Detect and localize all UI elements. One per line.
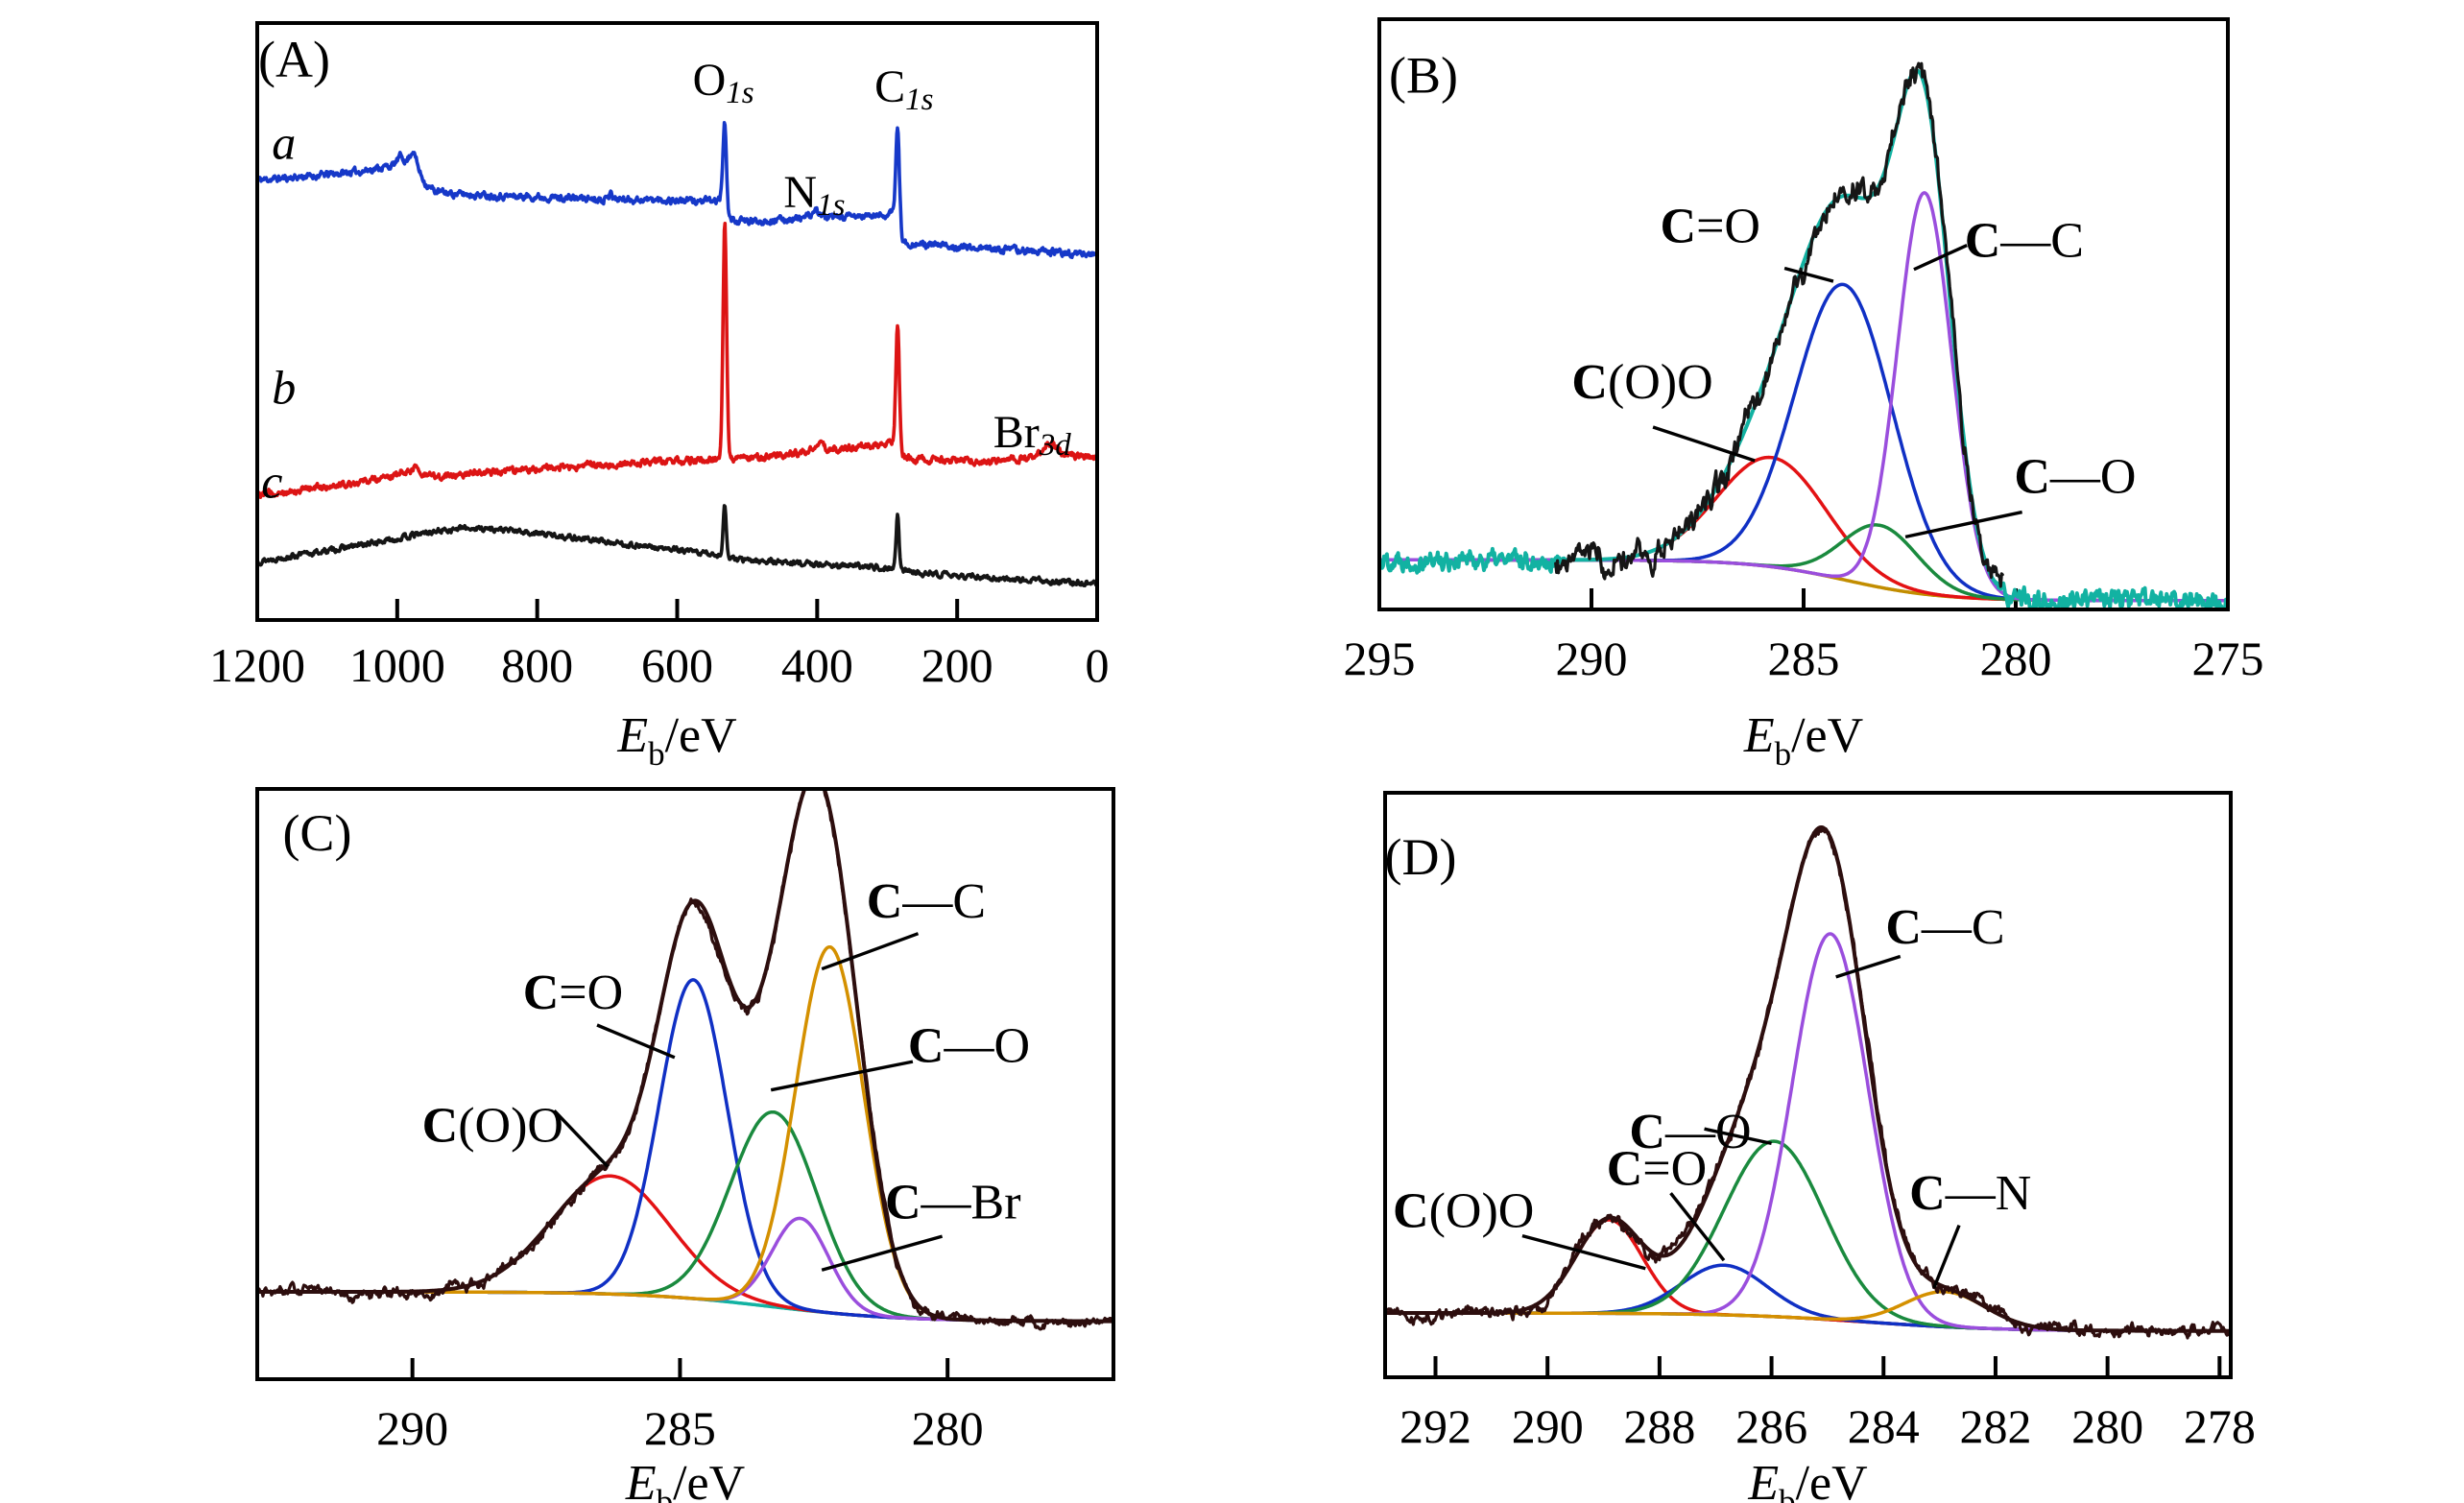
annotation-C—C: C—C — [867, 873, 986, 928]
component-C—C — [1387, 932, 2229, 1333]
element-peak-label: N1s — [783, 167, 845, 224]
leader-line — [1932, 1225, 1961, 1289]
tick-label: 278 — [2184, 1399, 2256, 1453]
annotation-C(O)O: C(O)O — [1571, 355, 1712, 410]
panel-letter-D: (D) — [1385, 828, 1457, 886]
survey-curve-a — [259, 121, 1095, 259]
leader-line — [1835, 954, 1902, 979]
tick-label: 295 — [1344, 632, 1416, 685]
x-axis-B: 295 290 285 280 275 — [1344, 588, 2264, 685]
curve-label-c: c — [261, 455, 282, 509]
tick-label: 280 — [912, 1401, 984, 1455]
element-peak-label: O1s — [693, 55, 754, 111]
x-axis-C: 290 285 280 — [376, 1358, 984, 1455]
x-axis-title: Eb/eV — [1747, 1456, 1867, 1503]
annotation-C(O)O: C(O)O — [422, 1098, 563, 1153]
annotation-C—C: C—C — [1965, 213, 2084, 268]
leader-line — [596, 1023, 676, 1060]
tick-label: 290 — [376, 1401, 448, 1455]
x-axis-A: 1200 1000 800 600 400 200 0 — [209, 599, 1110, 692]
raw-data — [1387, 826, 2229, 1340]
axes-frame-D — [1383, 791, 2233, 1379]
annotation-C(O)O: C(O)O — [1393, 1183, 1534, 1238]
panel-letter-C: (C) — [282, 804, 351, 862]
tick-label: 290 — [1556, 632, 1628, 685]
panel-letter-B: (B) — [1389, 46, 1458, 104]
tick-label: 275 — [2192, 632, 2264, 685]
tick-label: 288 — [1623, 1399, 1695, 1453]
tick-label: 292 — [1399, 1399, 1471, 1453]
axes-frame-C — [255, 787, 1115, 1381]
element-peak-label: C1s — [874, 60, 933, 117]
leader-line — [1913, 243, 1968, 272]
x-axis-title: Eb/eV — [616, 708, 736, 773]
leader-line — [1521, 1233, 1646, 1271]
leader-line — [553, 1109, 610, 1168]
leader-line — [1652, 425, 1756, 463]
component-C—C — [259, 944, 1112, 1324]
curves-D — [1387, 825, 2229, 1340]
leader-line — [821, 932, 920, 971]
leader-line — [770, 1060, 914, 1092]
annotation-C—Br: C—Br — [885, 1175, 1021, 1229]
annotation-C=O: C=O — [1661, 199, 1760, 253]
tick-label: 280 — [2071, 1399, 2143, 1453]
leader-line — [1783, 266, 1834, 283]
tick-label: 280 — [1980, 632, 2052, 685]
panel-D: 292 290 288 286 284 282 280 278 Eb/eV (D) C—C C—OC=… — [1383, 791, 2256, 1503]
tick-label: 282 — [1959, 1399, 2031, 1453]
tick-label: 285 — [1768, 632, 1840, 685]
curves-B — [1381, 61, 2226, 608]
curves-C — [259, 791, 1112, 1331]
tick-label: 285 — [644, 1401, 716, 1455]
annotation-C—O: C—O — [908, 1018, 1030, 1073]
raw-data — [259, 791, 1112, 1331]
tick-label: 0 — [1086, 638, 1110, 692]
tick-label: 284 — [1848, 1399, 1920, 1453]
curve-label-b: b — [272, 360, 296, 414]
curve-label-a: a — [272, 115, 296, 169]
annotation-C—C: C—C — [1885, 900, 2004, 955]
axes-frame-B — [1377, 17, 2230, 611]
fit-envelope — [1387, 825, 2229, 1333]
tick-label: 1000 — [349, 638, 445, 692]
annotation-C=O: C=O — [523, 966, 623, 1020]
tick-label: 286 — [1735, 1399, 1807, 1453]
raw-data — [1554, 61, 2004, 588]
tick-label: 1200 — [209, 638, 305, 692]
element-peak-label: Br3d — [993, 407, 1072, 464]
annotation-C—N: C—N — [1909, 1166, 2031, 1221]
annotation-C—O: C—O — [2014, 449, 2136, 504]
survey-curve-c — [259, 504, 1095, 587]
leader-line — [1704, 1127, 1772, 1146]
annotation-C—O: C—O — [1629, 1105, 1751, 1159]
survey-curve-b — [259, 222, 1095, 499]
tick-label: 290 — [1512, 1399, 1584, 1453]
leader-line — [1904, 510, 2022, 539]
x-axis-D: 292 290 288 286 284 282 280 278 — [1399, 1356, 2256, 1453]
axes-frame-A — [255, 21, 1099, 622]
tick-label: 400 — [781, 638, 853, 692]
panel-A: 1200 1000 800 600 400 200 0 Eb/eV (A) a bc O1s N1s C1… — [209, 21, 1110, 773]
leader-line — [821, 1234, 944, 1272]
annotation-C=O: C=O — [1607, 1141, 1707, 1196]
tick-label: 200 — [921, 638, 993, 692]
panel-B: 295 290 285 280 275 Eb/eV (B) C=O C(O)O C—C C—O — [1344, 17, 2264, 773]
component-C=O — [1387, 1263, 2229, 1333]
panel-letter-A: (A) — [258, 31, 330, 88]
x-axis-title: Eb/eV — [1743, 708, 1863, 773]
tick-label: 800 — [501, 638, 573, 692]
leader-line — [1669, 1192, 1726, 1262]
fit-envelope — [1381, 68, 2226, 608]
curves-A — [259, 121, 1095, 587]
component-C—C — [1381, 191, 2226, 603]
tick-label: 600 — [641, 638, 713, 692]
component-C=O — [1381, 282, 2226, 603]
component-C—Br — [259, 1216, 1112, 1324]
panel-C: 290 285 280 Eb/eV (C) C=O C(O)O C—C C—O C—Br — [255, 787, 1115, 1503]
x-axis-title: Eb/eV — [625, 1456, 745, 1503]
